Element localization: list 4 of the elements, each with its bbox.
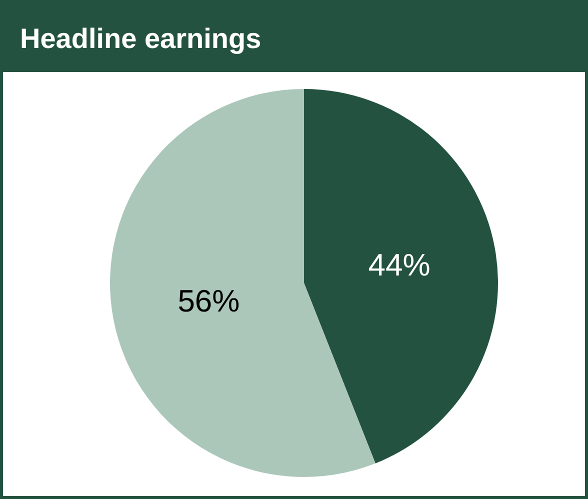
data-label: 56% [178, 284, 240, 319]
pie-slice [304, 89, 498, 464]
chart-title: Headline earnings [20, 23, 262, 54]
data-label: 44% [368, 247, 430, 282]
